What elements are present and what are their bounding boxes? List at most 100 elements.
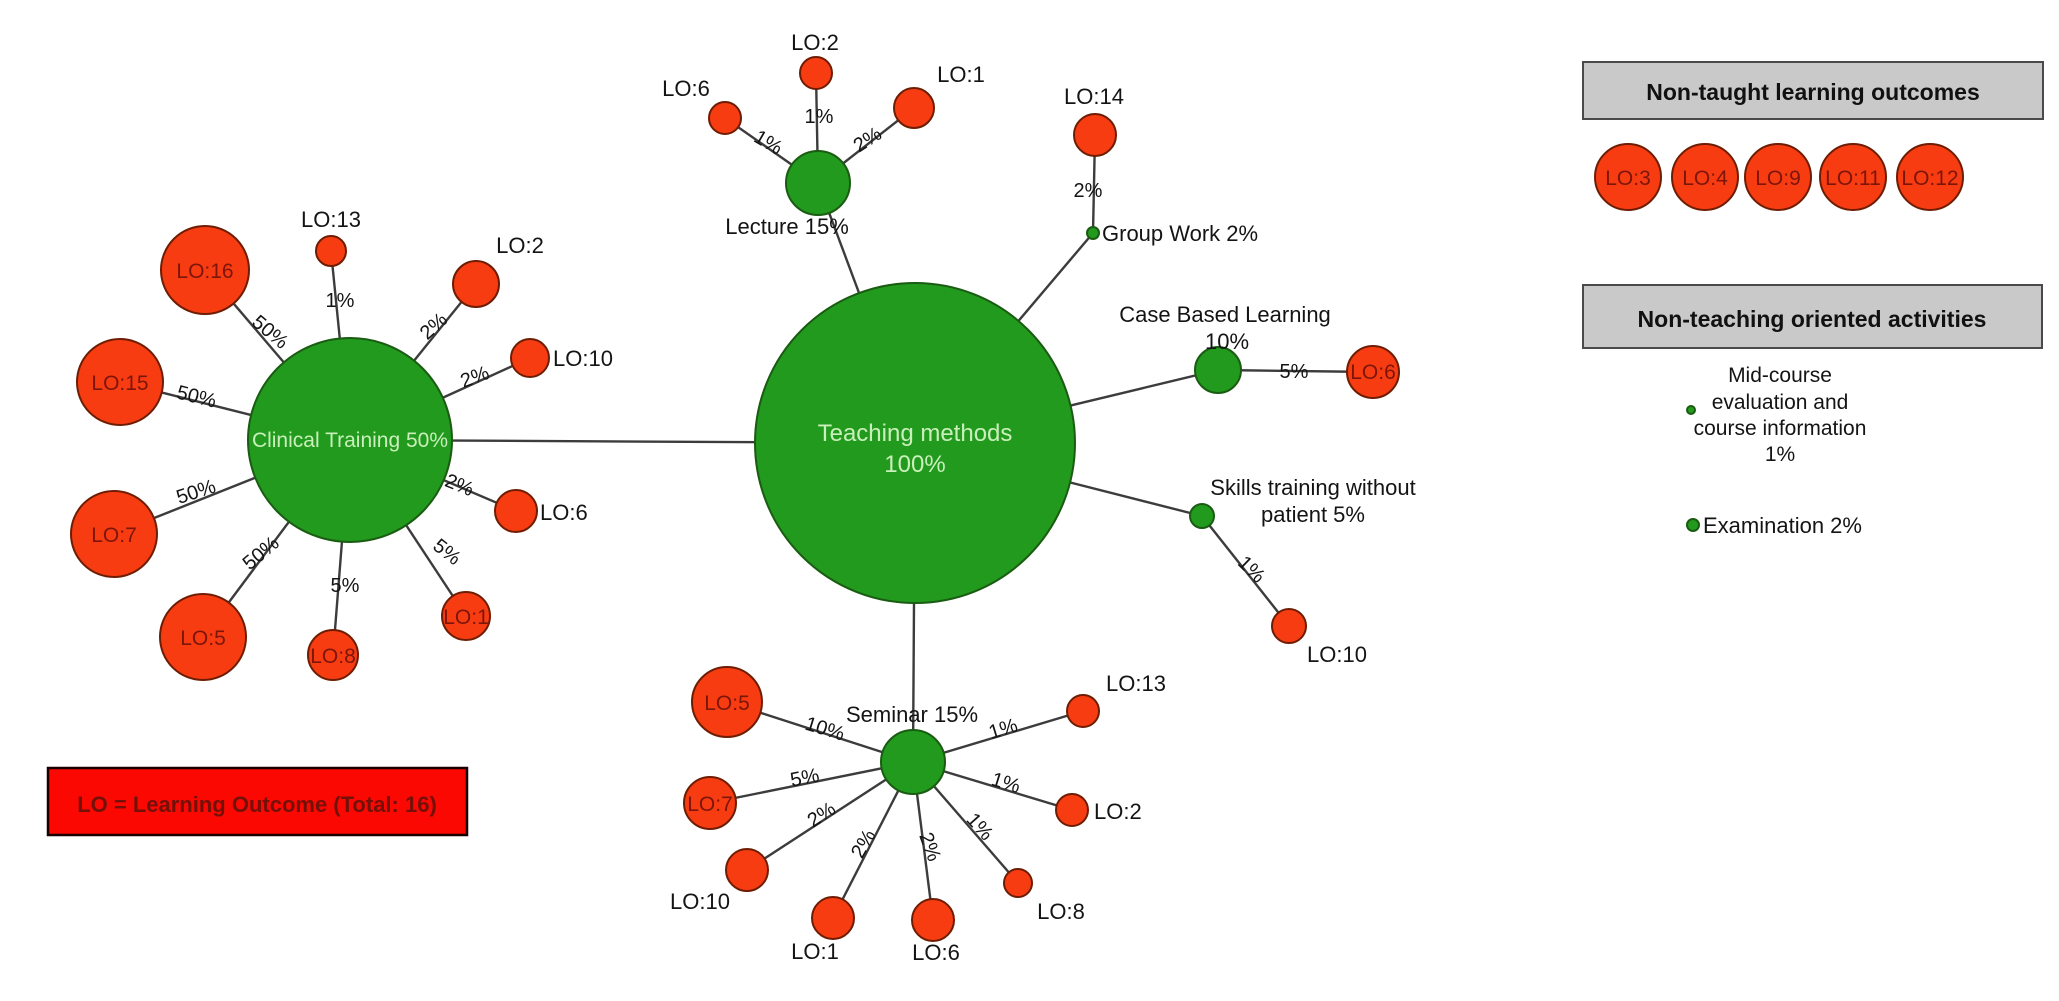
node-clinical-training bbox=[247, 337, 453, 543]
outcome-nodes bbox=[70, 56, 1400, 942]
node-case-based-learning bbox=[1194, 346, 1242, 394]
note: LO = Learning Outcome (Total: 16) bbox=[46, 766, 469, 837]
outcome-lecture-lo6 bbox=[708, 101, 742, 135]
legend-outcome-lo4 bbox=[1671, 143, 1739, 211]
node-skills-training bbox=[1189, 503, 1215, 529]
pct-skills-lo10: 1% bbox=[1233, 552, 1269, 588]
outcome-clinical-lo6 bbox=[494, 489, 538, 533]
teaching-methods-label-line1: Teaching methods bbox=[818, 420, 1013, 447]
outcome-seminar-lo7 bbox=[683, 776, 737, 830]
edge-skills-lo10 bbox=[1201, 515, 1290, 627]
label-lecture-lo1: LO:1 bbox=[937, 62, 985, 87]
skills-label-line1: Skills training without bbox=[1210, 475, 1415, 500]
pct-seminar-lo13: 1% bbox=[986, 714, 1020, 744]
pct-clinical-lo8: 5% bbox=[331, 575, 360, 597]
label-lecture-lo2: LO:2 bbox=[791, 30, 839, 55]
legend-non-taught-title: Non-taught learning outcomes bbox=[1646, 79, 1980, 105]
outcome-seminar-lo5 bbox=[691, 666, 763, 738]
outcome-clinical-lo7 bbox=[70, 490, 158, 578]
pct-lecture-lo6: 1% bbox=[750, 126, 786, 160]
legend-outcome-lo3 bbox=[1594, 143, 1662, 211]
outcome-clinical-lo13 bbox=[315, 235, 347, 267]
outcome-clinical-lo1 bbox=[441, 591, 491, 641]
label-lecture-lo6: LO:6 bbox=[662, 76, 710, 101]
outcome-seminar-lo1 bbox=[811, 896, 855, 940]
outcome-lecture-lo2 bbox=[799, 56, 833, 90]
pct-seminar-lo6: 2% bbox=[914, 830, 945, 865]
outcome-clinical-lo2 bbox=[452, 260, 500, 308]
label-seminar-lo5: LO:5 bbox=[704, 692, 750, 715]
outcome-seminar-lo13 bbox=[1066, 694, 1100, 728]
label-clinical-lo2: LO:2 bbox=[496, 233, 544, 258]
label-clinical-lo13: LO:13 bbox=[301, 207, 361, 232]
examination-dot bbox=[1686, 518, 1700, 532]
label-clinical-lo1: LO:1 bbox=[443, 606, 489, 629]
pct-groupwork-lo14: 2% bbox=[1074, 180, 1103, 202]
legend-outcome-lo11 bbox=[1819, 143, 1887, 211]
midcourse-line2: evaluation and bbox=[1712, 391, 1849, 414]
skills-label-line2: patient 5% bbox=[1261, 502, 1365, 527]
label-seminar-lo7: LO:7 bbox=[687, 793, 733, 816]
node-lecture bbox=[785, 150, 851, 216]
label-clinical-lo8: LO:8 bbox=[310, 645, 356, 668]
outcome-cbl-lo6 bbox=[1346, 345, 1400, 399]
label-seminar-lo1: LO:1 bbox=[791, 939, 839, 964]
legend-non-taught-box bbox=[1582, 61, 2044, 120]
edge-seminar-lo10 bbox=[746, 760, 914, 872]
outcome-lecture-lo1 bbox=[893, 87, 935, 129]
label-clinical-lo10: LO:10 bbox=[553, 346, 613, 371]
label-clinical-lo6: LO:6 bbox=[540, 500, 588, 525]
pct-cbl-lo6: 5% bbox=[1280, 361, 1309, 383]
seminar-label: Seminar 15% bbox=[846, 702, 978, 727]
legend-label-lo3: LO:3 bbox=[1605, 167, 1651, 190]
legend-label-lo9: LO:9 bbox=[1755, 167, 1801, 190]
pct-lecture-lo2: 1% bbox=[805, 106, 834, 128]
legend-label-lo11: LO:11 bbox=[1825, 167, 1881, 190]
legend-non-taught: Non-taught learning outcomes LO:3 LO:4 L… bbox=[1582, 61, 2044, 211]
teaching-methods-label-line2: 100% bbox=[884, 451, 945, 478]
label-seminar-lo2: LO:2 bbox=[1094, 799, 1142, 824]
outcome-clinical-lo16 bbox=[160, 225, 250, 315]
examination-label: Examination 2% bbox=[1703, 513, 1862, 538]
label-clinical-lo7: LO:7 bbox=[91, 524, 137, 547]
node-group-work bbox=[1086, 226, 1100, 240]
pct-clinical-lo1: 5% bbox=[429, 535, 465, 570]
outcome-clinical-lo15 bbox=[76, 338, 164, 426]
label-seminar-lo6: LO:6 bbox=[912, 940, 960, 965]
clinical-training-label: Clinical Training 50% bbox=[252, 429, 448, 452]
node-teaching-methods bbox=[754, 282, 1076, 604]
pct-clinical-lo2: 2% bbox=[416, 309, 452, 345]
legend-label-lo12: LO:12 bbox=[1901, 167, 1958, 190]
method-nodes bbox=[247, 150, 1242, 795]
label-clinical-lo5: LO:5 bbox=[180, 627, 226, 650]
outcome-labels: LO:6 LO:2 LO:1 LO:14 LO:6 LO:10 LO:16 LO… bbox=[91, 30, 1396, 965]
legend-outcome-lo12 bbox=[1896, 143, 1964, 211]
pct-seminar-lo1: 2% bbox=[847, 826, 881, 862]
legend-non-teaching: Non-teaching oriented activities Mid-cou… bbox=[1582, 284, 2043, 538]
pct-clinical-lo7: 50% bbox=[174, 476, 219, 509]
cbl-label-line1: Case Based Learning bbox=[1119, 302, 1331, 327]
label-seminar-lo10: LO:10 bbox=[670, 889, 730, 914]
outcome-skills-lo10 bbox=[1271, 608, 1307, 644]
pct-seminar-lo8: 1% bbox=[962, 809, 998, 845]
node-labels: Teaching methods 100% Clinical Training … bbox=[252, 214, 1416, 727]
pct-seminar-lo5: 10% bbox=[802, 713, 847, 746]
outcome-groupwork-lo14 bbox=[1073, 113, 1117, 157]
group-work-label: Group Work 2% bbox=[1102, 221, 1258, 246]
node-seminar bbox=[880, 729, 946, 795]
outcome-clinical-lo10 bbox=[510, 338, 550, 378]
pct-clinical-lo13: 1% bbox=[326, 290, 355, 312]
pct-lecture-lo1: 2% bbox=[850, 123, 886, 157]
midcourse-dot bbox=[1686, 405, 1696, 415]
note-label: LO = Learning Outcome (Total: 16) bbox=[77, 792, 437, 817]
lecture-label: Lecture 15% bbox=[725, 214, 849, 239]
pct-clinical-lo6: 2% bbox=[442, 470, 477, 501]
pct-clinical-lo10: 2% bbox=[458, 362, 493, 393]
note-box bbox=[46, 766, 469, 837]
outcome-clinical-lo5 bbox=[159, 593, 247, 681]
label-seminar-lo8: LO:8 bbox=[1037, 899, 1085, 924]
outcome-seminar-lo2 bbox=[1055, 793, 1089, 827]
label-clinical-lo16: LO:16 bbox=[176, 260, 233, 283]
label-cbl-lo6: LO:6 bbox=[1350, 361, 1396, 384]
